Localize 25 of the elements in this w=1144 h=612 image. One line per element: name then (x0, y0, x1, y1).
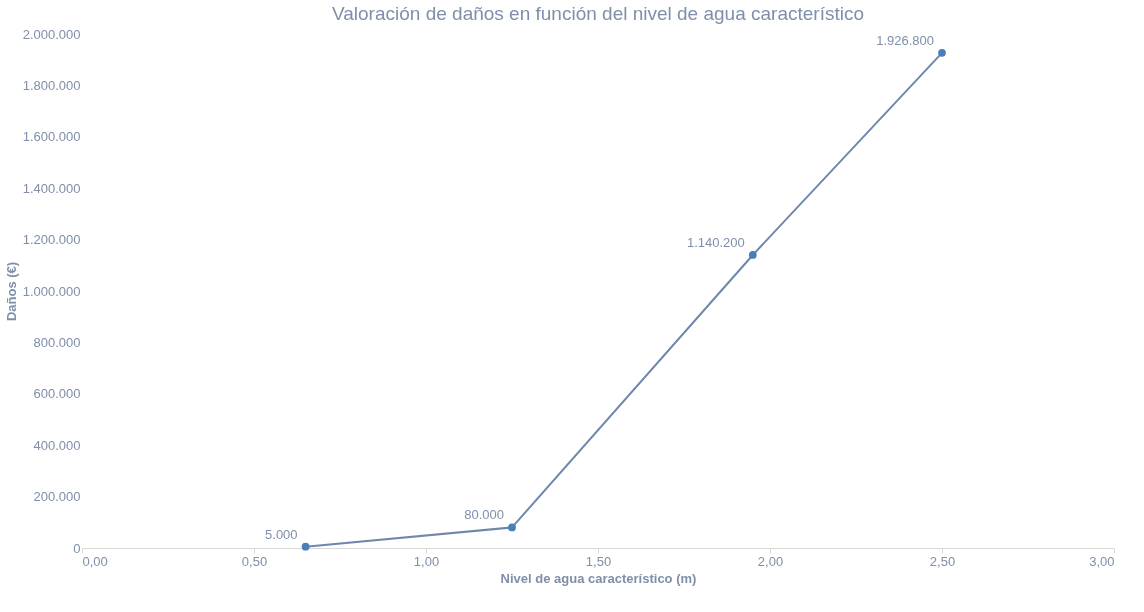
y-tick-label: 2.000.000 (22, 26, 81, 42)
x-tick-label: 1,00 (413, 553, 440, 569)
x-tick-label: 0,50 (241, 553, 268, 569)
x-axis-title: Nivel de agua característico (m) (500, 570, 697, 586)
data-label: 1.140.200 (686, 234, 745, 250)
y-tick-label: 1.600.000 (22, 129, 81, 145)
y-axis-title: Daños (€) (3, 261, 19, 322)
y-tick-label: 600.000 (33, 386, 81, 402)
x-tick-label: 2,50 (929, 553, 956, 569)
x-tick-label: 1,50 (585, 553, 612, 569)
x-tick-label: 0,00 (82, 553, 108, 569)
y-tick-label: 1.800.000 (22, 77, 81, 93)
y-tick-label: 1.400.000 (22, 180, 81, 196)
y-tick-label: 1.200.000 (22, 232, 81, 248)
y-tick-label: 800.000 (33, 334, 81, 350)
y-tick-label: 0 (73, 540, 81, 556)
x-tick-label: 2,00 (757, 553, 784, 569)
chart-title: Valoración de daños en función del nivel de agua característico (332, 3, 864, 24)
data-label: 80.000 (464, 507, 504, 523)
y-tick-label: 200.000 (33, 489, 81, 505)
data-label: 5.000 (265, 526, 298, 542)
x-tick-label: 3,00 (1089, 553, 1115, 569)
y-tick-label: 1.000.000 (22, 283, 81, 299)
data-label: 1.926.800 (876, 32, 934, 48)
y-tick-label: 400.000 (33, 437, 81, 453)
